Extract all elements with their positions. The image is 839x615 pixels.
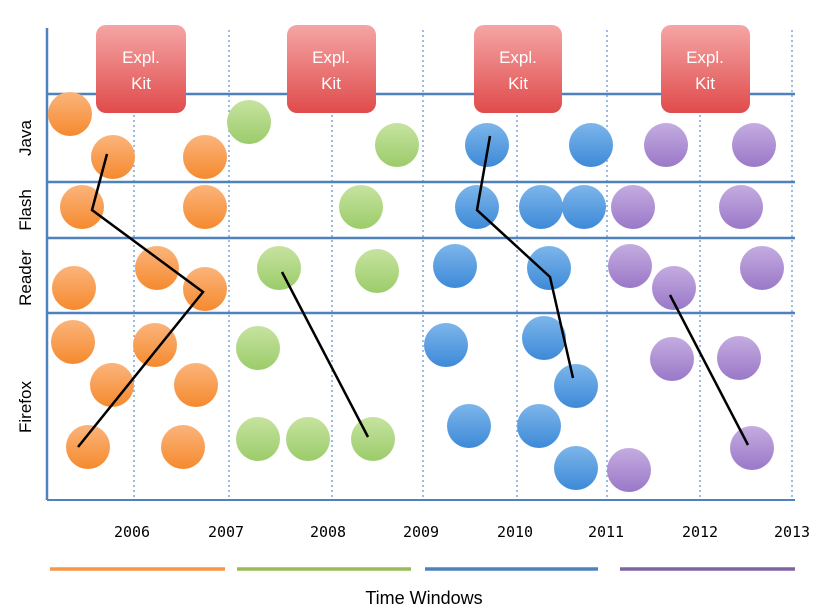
orange-circle	[183, 267, 227, 311]
row-label-java: Java	[16, 120, 35, 156]
green-circle	[375, 123, 419, 167]
window-1-circles	[48, 92, 227, 469]
orange-circle	[91, 135, 135, 179]
row-separators	[47, 92, 795, 315]
window-2-circles	[227, 100, 419, 461]
row-label-reader: Reader	[16, 250, 35, 306]
kit-label-line2: Kit	[131, 74, 151, 93]
kit-box-shape	[287, 25, 376, 113]
blue-circle	[522, 316, 566, 360]
blue-circle	[517, 404, 561, 448]
purple-circle	[644, 123, 688, 167]
axis-title: Time Windows	[365, 588, 482, 608]
connector-window-2	[280, 271, 370, 438]
green-circle	[286, 417, 330, 461]
green-circle	[236, 417, 280, 461]
orange-circle	[174, 363, 218, 407]
orange-circle	[161, 425, 205, 469]
kit-box-1: Expl. Kit	[96, 25, 186, 113]
green-circle	[227, 100, 271, 144]
connector-window-4	[668, 294, 750, 446]
kit-label-line1: Expl.	[312, 48, 350, 67]
orange-circle	[135, 246, 179, 290]
kit-box-4: Expl. Kit	[661, 25, 750, 113]
green-circle	[257, 246, 301, 290]
year-label-2008: 2008	[310, 523, 346, 541]
year-label-2011: 2011	[588, 523, 624, 541]
blue-circle	[562, 185, 606, 229]
kit-box-shape	[474, 25, 562, 113]
kit-label-line1: Expl.	[686, 48, 724, 67]
purple-circle	[732, 123, 776, 167]
blue-circle	[554, 364, 598, 408]
orange-circle	[48, 92, 92, 136]
orange-circle	[133, 323, 177, 367]
kit-label-line2: Kit	[695, 74, 715, 93]
orange-circle	[60, 185, 104, 229]
orange-circle	[52, 266, 96, 310]
year-label-2013: 2013	[774, 523, 810, 541]
blue-circle	[569, 123, 613, 167]
year-label-2009: 2009	[403, 523, 439, 541]
purple-circle	[607, 448, 651, 492]
blue-circle	[433, 244, 477, 288]
year-label-2010: 2010	[497, 523, 533, 541]
kit-box-shape	[96, 25, 186, 113]
year-label-2007: 2007	[208, 523, 244, 541]
purple-circle	[650, 337, 694, 381]
row-label-firefox: Firefox	[16, 381, 35, 433]
green-circle	[236, 326, 280, 370]
window-4-circles	[607, 123, 784, 492]
orange-circle	[90, 363, 134, 407]
purple-circle	[608, 244, 652, 288]
kit-label-line1: Expl.	[499, 48, 537, 67]
purple-circle	[611, 185, 655, 229]
blue-circle	[554, 446, 598, 490]
purple-circle	[717, 336, 761, 380]
kit-box-3: Expl. Kit	[474, 25, 562, 113]
purple-circle	[730, 426, 774, 470]
purple-circle	[719, 185, 763, 229]
blue-circle	[519, 185, 563, 229]
connector-window-1	[77, 153, 205, 448]
green-circle	[351, 417, 395, 461]
year-label-2012: 2012	[682, 523, 718, 541]
purple-circle	[652, 266, 696, 310]
year-labels: 2006 2007 2008 2009 2010 2011 2012 2013	[114, 523, 810, 541]
green-circle	[355, 249, 399, 293]
connector-lines	[77, 135, 750, 448]
vertical-grid	[133, 30, 793, 500]
orange-circle	[51, 320, 95, 364]
blue-circle	[465, 123, 509, 167]
blue-circle	[447, 404, 491, 448]
blue-circle	[527, 246, 571, 290]
kit-box-2: Expl. Kit	[287, 25, 376, 113]
kit-label-line1: Expl.	[122, 48, 160, 67]
purple-circle	[740, 246, 784, 290]
window-3-circles	[424, 123, 613, 490]
orange-circle	[183, 135, 227, 179]
orange-circle	[66, 425, 110, 469]
kit-label-line2: Kit	[508, 74, 528, 93]
orange-circle	[183, 185, 227, 229]
kit-label-line2: Kit	[321, 74, 341, 93]
row-label-flash: Flash	[16, 189, 35, 231]
connector-window-3	[475, 135, 575, 379]
kit-box-shape	[661, 25, 750, 113]
year-label-2006: 2006	[114, 523, 150, 541]
green-circle	[339, 185, 383, 229]
blue-circle	[424, 323, 468, 367]
